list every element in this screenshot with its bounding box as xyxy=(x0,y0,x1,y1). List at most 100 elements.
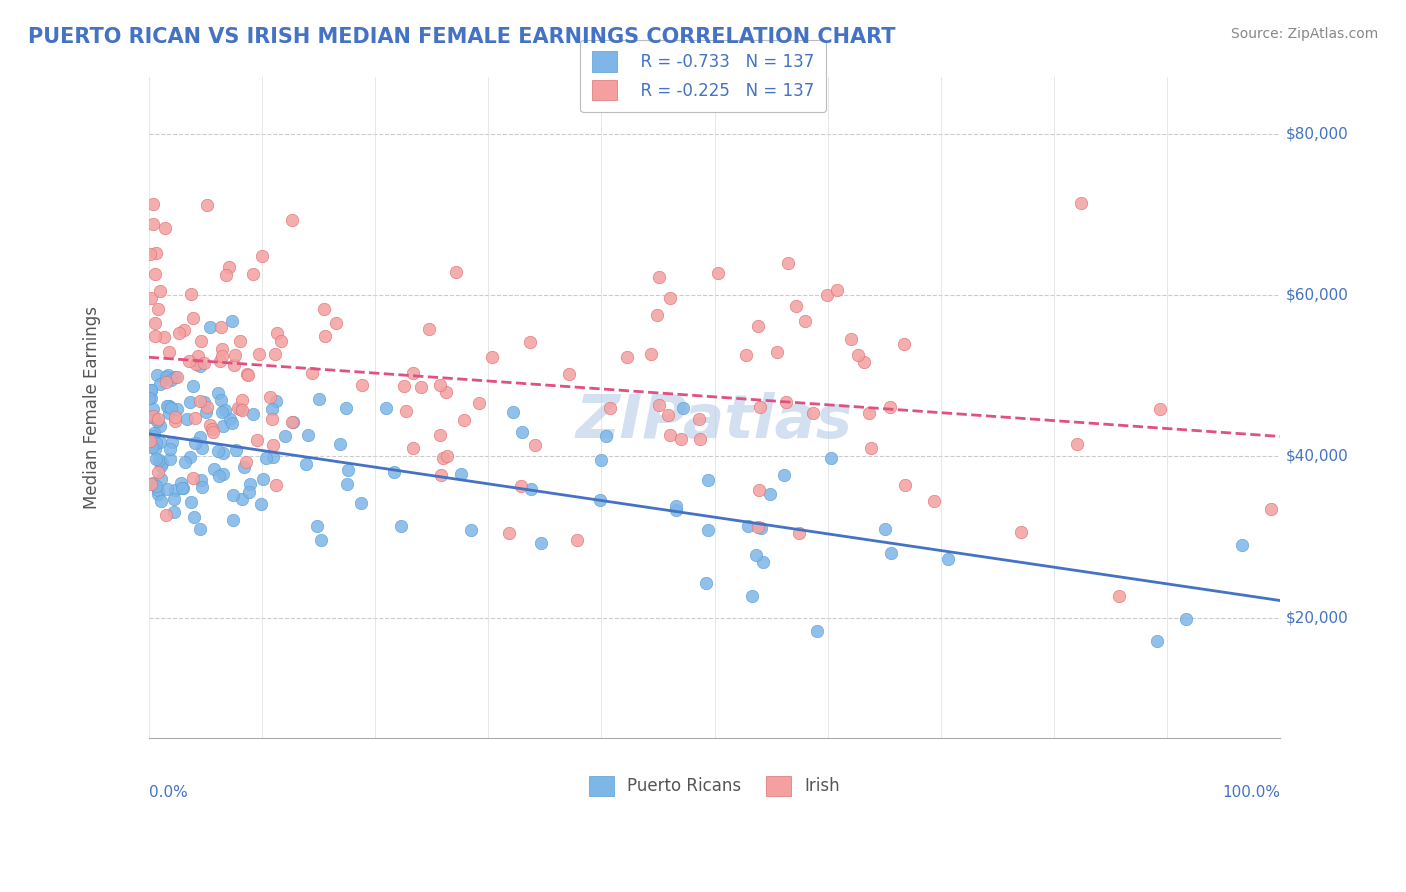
Text: $60,000: $60,000 xyxy=(1286,287,1348,302)
Point xyxy=(418,322,440,336)
Point xyxy=(657,408,679,422)
Point xyxy=(166,370,188,384)
Point xyxy=(180,495,202,509)
Point xyxy=(181,310,204,325)
Point xyxy=(395,403,418,417)
Point xyxy=(648,398,671,412)
Point xyxy=(156,399,179,413)
Point xyxy=(160,434,183,449)
Point xyxy=(252,472,274,486)
Point xyxy=(688,411,710,425)
Point xyxy=(450,467,472,482)
Point xyxy=(211,350,233,364)
Point xyxy=(669,432,692,446)
Point xyxy=(221,512,243,526)
Point xyxy=(776,255,799,269)
Point xyxy=(266,326,288,340)
Point xyxy=(153,220,176,235)
Point xyxy=(155,375,177,389)
Point xyxy=(1260,501,1282,516)
Point xyxy=(159,452,181,467)
Point xyxy=(301,366,323,380)
Point xyxy=(314,329,336,343)
Point xyxy=(382,465,405,479)
Point xyxy=(190,522,212,536)
Point xyxy=(142,402,165,417)
Point xyxy=(148,486,170,500)
Point xyxy=(853,355,876,369)
Point xyxy=(270,334,292,348)
Point xyxy=(349,495,371,509)
Point xyxy=(195,404,218,418)
Point xyxy=(163,491,186,506)
Point xyxy=(186,357,208,371)
Point xyxy=(468,395,491,409)
Point xyxy=(138,391,160,405)
Point xyxy=(173,323,195,337)
Point xyxy=(141,409,163,423)
Point xyxy=(591,452,613,467)
Point xyxy=(530,536,553,550)
Point xyxy=(191,480,214,494)
Point xyxy=(163,414,186,428)
Text: Source: ZipAtlas.com: Source: ZipAtlas.com xyxy=(1230,27,1378,41)
Point xyxy=(141,441,163,455)
Point xyxy=(184,411,207,425)
Point xyxy=(215,268,238,283)
Text: $20,000: $20,000 xyxy=(1286,610,1348,625)
Point xyxy=(336,476,359,491)
Point xyxy=(181,471,204,485)
Point xyxy=(245,433,267,447)
Point xyxy=(202,425,225,440)
Point xyxy=(1108,589,1130,603)
Point xyxy=(264,394,287,409)
Point xyxy=(218,260,240,274)
Point xyxy=(179,395,201,409)
Point xyxy=(207,443,229,458)
Point xyxy=(745,549,768,563)
Point xyxy=(222,488,245,502)
Point xyxy=(201,422,224,436)
Point xyxy=(231,491,253,506)
Point xyxy=(226,401,249,415)
Point xyxy=(195,400,218,414)
Point xyxy=(163,505,186,519)
Point xyxy=(141,392,163,406)
Point xyxy=(145,268,167,282)
Point xyxy=(311,533,333,547)
Point xyxy=(325,316,347,330)
Point xyxy=(167,326,190,340)
Point xyxy=(254,450,277,465)
Point xyxy=(139,247,162,261)
Point xyxy=(211,404,233,418)
Point xyxy=(922,494,945,508)
Point xyxy=(184,436,207,450)
Point xyxy=(263,347,285,361)
Point xyxy=(177,353,200,368)
Point xyxy=(402,367,425,381)
Point xyxy=(188,430,211,444)
Point xyxy=(848,348,870,362)
Point xyxy=(214,403,236,417)
Point xyxy=(142,217,165,231)
Point xyxy=(195,198,218,212)
Point xyxy=(1146,634,1168,648)
Point xyxy=(510,425,533,439)
Point xyxy=(163,370,186,384)
Point xyxy=(160,401,183,415)
Point xyxy=(198,417,221,432)
Point xyxy=(665,503,688,517)
Point xyxy=(170,481,193,495)
Point xyxy=(149,377,172,392)
Point xyxy=(231,402,253,417)
Point xyxy=(224,358,246,372)
Point xyxy=(1149,401,1171,416)
Point xyxy=(825,284,848,298)
Point xyxy=(281,213,304,227)
Point xyxy=(225,443,247,458)
Point xyxy=(157,406,180,420)
Point xyxy=(588,492,610,507)
Point xyxy=(1066,437,1088,451)
Point xyxy=(665,499,688,513)
Point xyxy=(148,452,170,467)
